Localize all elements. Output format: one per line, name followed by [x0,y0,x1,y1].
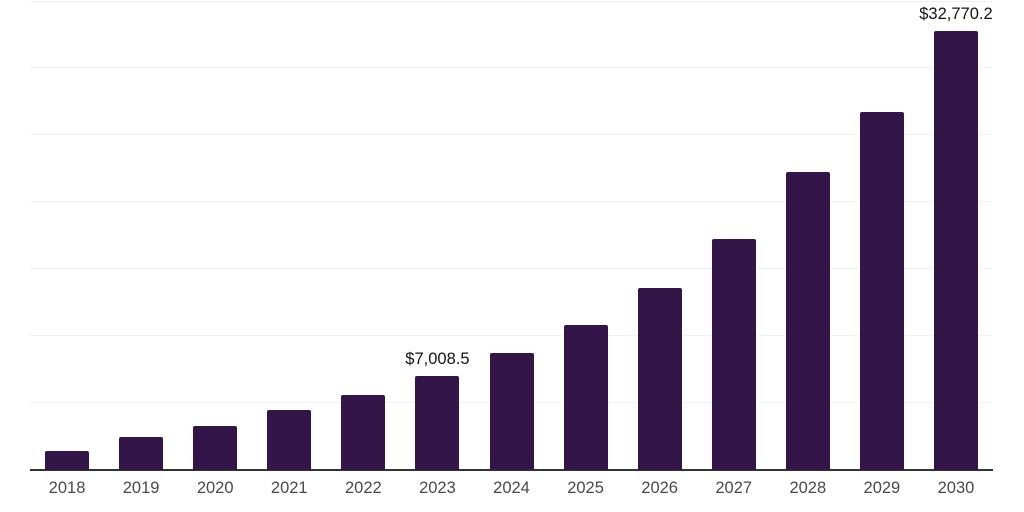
bar-2028 [785,172,830,470]
x-axis-label-2024: 2024 [493,479,530,497]
x-axis-label-2018: 2018 [48,479,86,497]
bar-2022 [341,395,386,470]
x-axis-label-2028: 2028 [789,479,827,497]
bar-2024 [489,352,534,470]
bar-2027 [711,239,756,470]
gridline [30,134,993,136]
x-axis-label-2023: 2023 [419,479,456,497]
x-axis-label-2019: 2019 [122,479,160,497]
x-axis-tick-labels: 2018 2019 2020 2021 2022 2023 2024 2025 2026 2027… [30,479,993,503]
gridline [30,201,993,203]
bar-2019 [119,437,164,470]
x-axis-label-2025: 2025 [567,479,604,497]
x-axis-label-2026: 2026 [641,479,678,497]
x-axis-label-2022: 2022 [344,479,382,497]
bar-2029 [859,111,904,470]
x-axis-label-2029: 2029 [863,479,901,497]
value-label-2030: $32,770.2 [919,5,993,24]
value-label-2023: $7,008.5 [405,350,470,369]
x-axis-label-2020: 2020 [196,479,234,497]
gridline [30,67,993,69]
bar-2021 [267,410,312,470]
plot-area: $7,008.5 $32,770.2 [30,0,993,471]
x-axis-label-2027: 2027 [715,479,753,497]
bar-2026 [637,287,682,470]
gridline [30,0,993,2]
bar-2020 [193,425,238,470]
bar-2023 [415,376,460,470]
x-axis-label-2021: 2021 [270,479,308,497]
bar-2030 [933,31,978,470]
bar-2025 [563,325,608,470]
gridline [30,268,993,270]
gridline [30,335,993,337]
bar-2018 [45,451,90,470]
x-axis-line [30,469,993,471]
x-axis-label-2030: 2030 [937,479,975,497]
